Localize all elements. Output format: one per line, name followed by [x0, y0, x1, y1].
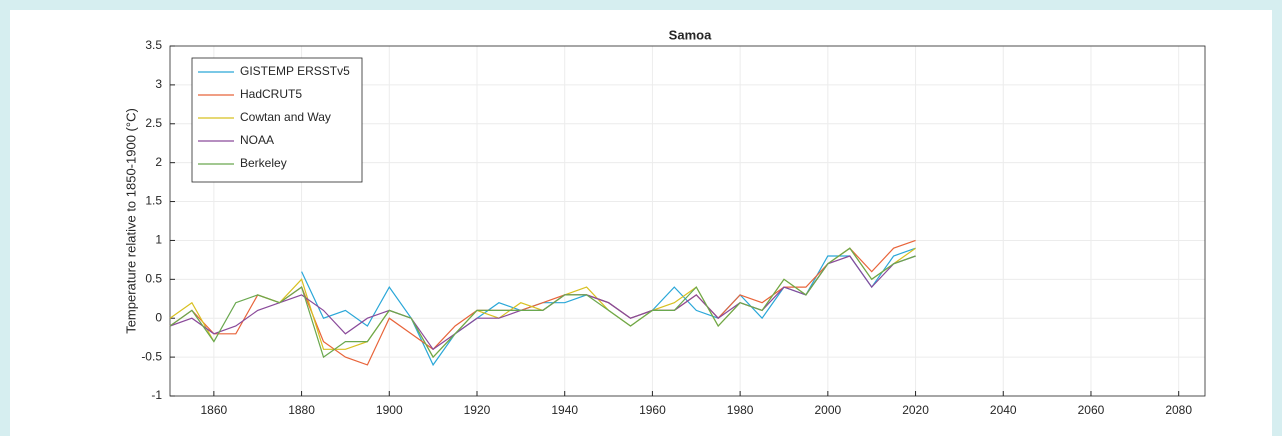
- x-tick-label: 1920: [464, 403, 491, 417]
- axes-box: [169, 45, 1206, 397]
- y-tick-label: -0.5: [141, 349, 162, 363]
- y-tick-label: 0: [155, 310, 162, 324]
- y-tick-label: 1.5: [145, 194, 162, 208]
- legend-label: NOAA: [240, 133, 274, 147]
- legend-box: [191, 57, 363, 183]
- legend-label: HadCRUT5: [240, 87, 302, 101]
- x-tick-label: 1980: [727, 403, 754, 417]
- y-axis-label: Temperature relative to 1850-1900 (°C): [123, 108, 138, 334]
- x-tick-label: 2000: [814, 403, 841, 417]
- x-tick-label: 2020: [902, 403, 929, 417]
- y-tick-label: 1: [155, 233, 162, 247]
- series-line: [169, 247, 916, 359]
- y-tick-label: 2: [155, 155, 162, 169]
- legend-label: Berkeley: [240, 156, 287, 170]
- x-tick-label: 1940: [551, 403, 578, 417]
- y-tick-label: 3: [155, 77, 162, 91]
- legend-label: GISTEMP ERSSTv5: [240, 64, 350, 78]
- y-tick-label: 2.5: [145, 116, 162, 130]
- chart-title: Samoa: [669, 27, 712, 42]
- legend-label: Cowtan and Way: [240, 110, 331, 124]
- x-tick-label: 1860: [201, 403, 228, 417]
- x-tick-label: 1900: [376, 403, 403, 417]
- x-tick-label: 2060: [1078, 403, 1105, 417]
- y-tick-label: -1: [151, 388, 162, 402]
- y-tick-label: 3.5: [145, 38, 162, 52]
- y-tick-label: 0.5: [145, 272, 162, 286]
- x-tick-label: 2080: [1165, 403, 1192, 417]
- x-tick-label: 1880: [288, 403, 315, 417]
- x-tick-label: 2040: [990, 403, 1017, 417]
- x-tick-label: 1960: [639, 403, 666, 417]
